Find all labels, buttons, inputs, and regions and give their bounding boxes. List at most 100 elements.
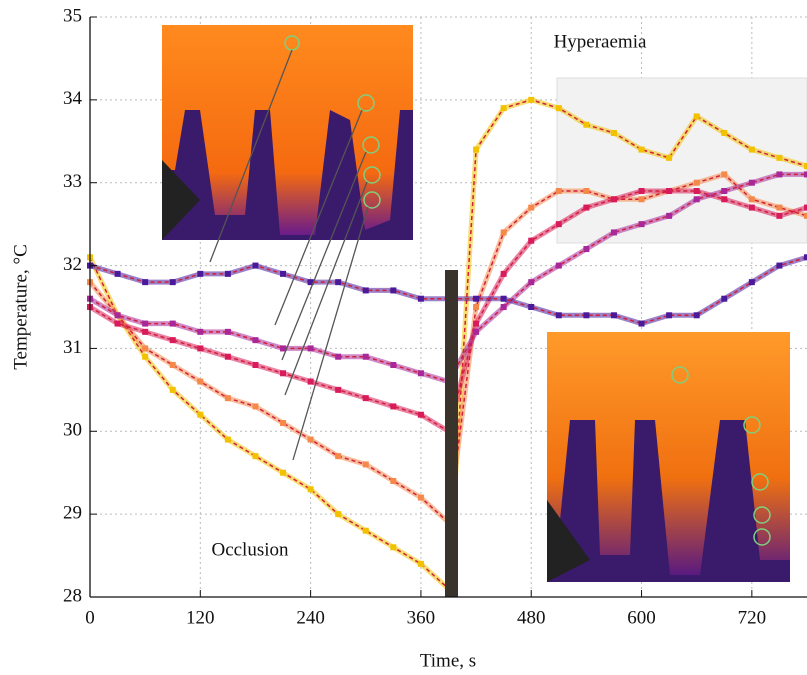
data-point [280,345,287,352]
data-point [555,188,562,194]
data-point [197,345,204,352]
thermal-image-top [162,25,413,240]
data-point [224,328,231,335]
data-point [390,403,397,410]
data-point [776,171,783,178]
data-point [390,287,397,294]
data-point [307,279,314,286]
data-point [804,204,807,211]
data-point [693,312,700,319]
data-point [748,196,755,203]
data-point [610,229,617,236]
data-point [555,221,562,228]
data-point [224,395,231,402]
data-point [252,403,259,410]
data-point [555,312,562,319]
data-point [142,279,149,286]
data-point [804,163,807,170]
x-tick-label: 720 [738,607,767,628]
data-point [583,204,590,211]
data-point [417,411,424,418]
data-point [500,304,507,310]
data-point [638,146,645,153]
data-point [528,204,535,211]
data-point [280,370,287,377]
data-point [555,105,562,112]
axes: 28 29 30 31 32 33 34 35 0 120 240 360 480 600 720 [63,5,807,628]
data-point [417,560,424,567]
data-point [500,270,507,277]
data-point [307,378,314,385]
data-point [500,229,507,236]
data-point [638,196,645,203]
data-point [335,386,342,393]
data-point [307,345,314,352]
data-point [224,270,231,277]
data-point [362,353,369,360]
y-axis-label: Temperature, °C [10,244,31,370]
data-point [142,353,149,360]
data-point [638,188,645,194]
data-point [776,154,783,161]
data-point [473,146,480,153]
data-point [142,320,149,327]
data-point [335,511,342,518]
data-point [197,378,204,385]
data-point [721,130,728,136]
data-point [473,320,480,327]
data-point [473,295,480,302]
data-point [252,453,259,460]
x-tick-label: 600 [627,607,656,628]
data-point [693,188,700,194]
data-point [666,212,673,219]
data-point [748,179,755,186]
data-point [528,279,535,286]
data-point [473,304,480,310]
data-point [693,179,700,186]
data-point [583,188,590,194]
data-point [390,544,397,551]
x-tick-label: 120 [186,607,215,628]
arrows [209,49,369,461]
data-point [197,411,204,418]
data-point [721,295,728,302]
data-point [693,113,700,120]
data-point [748,279,755,286]
data-point [169,320,176,327]
x-tick-label: 0 [85,607,95,628]
x-tick-label: 480 [517,607,546,628]
data-point [417,295,424,302]
data-point [776,262,783,269]
data-point [804,171,807,178]
data-point [197,328,204,335]
data-point [252,262,259,269]
y-tick-label: 32 [63,254,82,275]
data-point [473,328,480,335]
data-point [114,320,121,327]
y-tick-label: 28 [63,585,82,606]
fit-line [89,173,807,524]
data-point [583,121,590,128]
data-point [776,204,783,211]
data-point [748,146,755,153]
annotation: Occlusion [211,539,289,560]
data-point [224,353,231,360]
data-point [500,105,507,112]
data-point [555,262,562,269]
data-point [638,221,645,228]
data-point [362,395,369,402]
data-point [197,270,204,277]
data-point [390,478,397,484]
data-point [280,469,287,476]
x-axis-label: Time, s [420,650,476,671]
data-point [142,345,149,352]
data-point [335,453,342,460]
y-tick-label: 34 [63,88,83,109]
data-point [362,287,369,294]
data-point [610,196,617,203]
data-point [693,196,700,203]
data-point [500,295,507,302]
data-point [335,279,342,286]
data-point [114,312,121,319]
thermal-image-bottom [547,332,790,582]
